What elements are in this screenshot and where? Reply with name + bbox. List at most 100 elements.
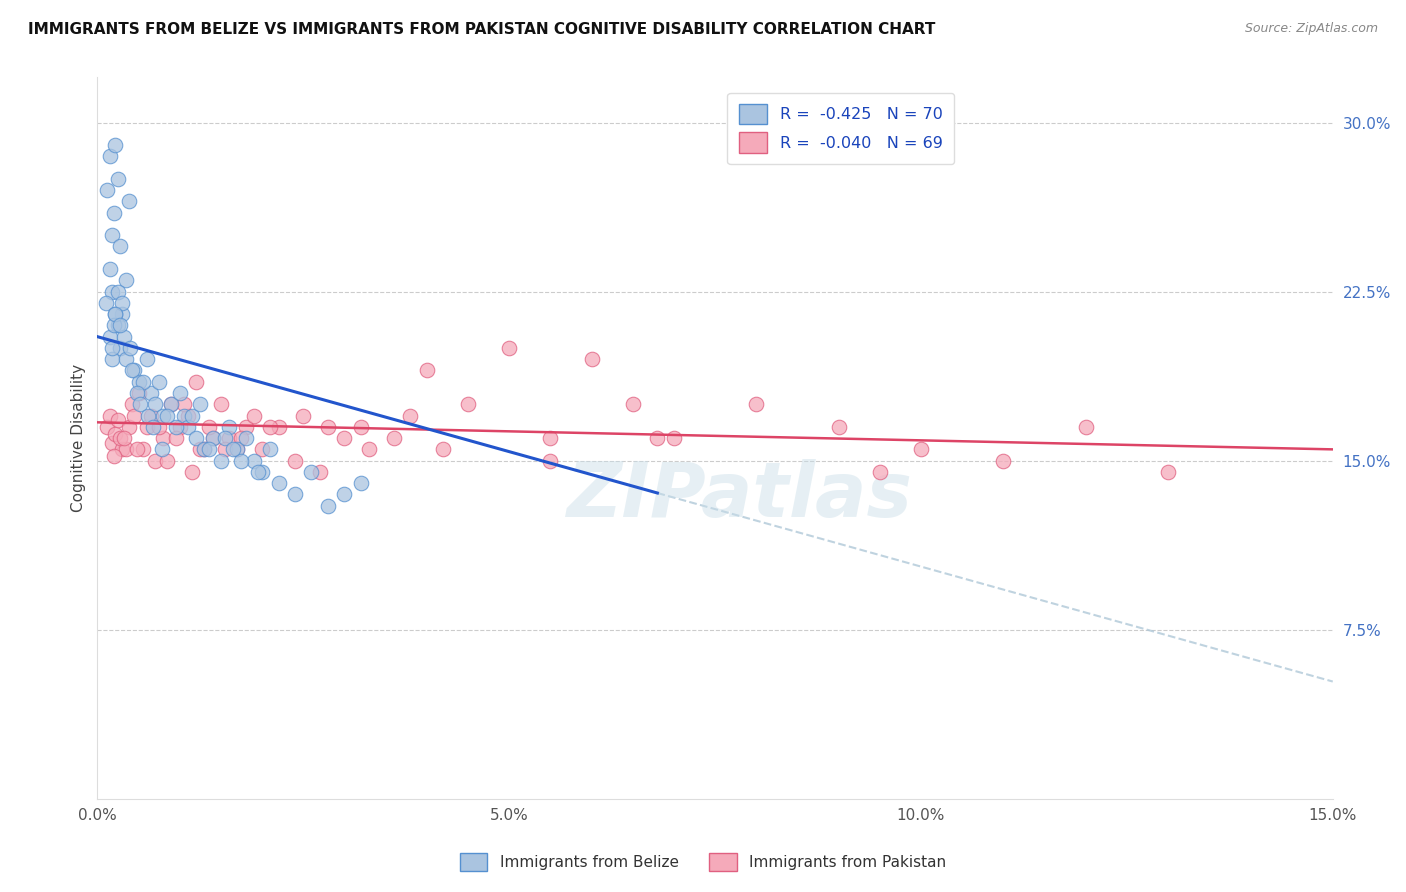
Point <box>139 386 162 401</box>
Point <box>104 426 127 441</box>
Point <box>135 420 157 434</box>
Point <box>152 431 174 445</box>
Point <box>104 307 127 321</box>
Point <box>416 363 439 377</box>
Point <box>125 442 148 457</box>
Point <box>98 149 121 163</box>
Point <box>125 386 148 401</box>
Point <box>129 397 152 411</box>
Point <box>181 465 204 479</box>
Point <box>173 397 195 411</box>
Point <box>186 375 208 389</box>
Point <box>104 138 127 153</box>
Point <box>193 442 215 457</box>
Point <box>621 397 644 411</box>
Point <box>662 431 685 445</box>
Point <box>292 409 315 423</box>
Point <box>214 442 236 457</box>
Point <box>993 453 1015 467</box>
Text: ZIPatlas: ZIPatlas <box>567 458 912 533</box>
Point <box>498 341 520 355</box>
Point <box>235 420 257 434</box>
Text: IMMIGRANTS FROM BELIZE VS IMMIGRANTS FROM PAKISTAN COGNITIVE DISABILITY CORRELAT: IMMIGRANTS FROM BELIZE VS IMMIGRANTS FRO… <box>28 22 935 37</box>
Point <box>177 409 200 423</box>
Point <box>333 431 356 445</box>
Point <box>359 442 381 457</box>
Point <box>96 183 118 197</box>
Point <box>197 442 219 457</box>
Point <box>152 409 174 423</box>
Point <box>101 285 124 299</box>
Point <box>201 431 224 445</box>
Point <box>745 397 768 411</box>
Point <box>107 172 129 186</box>
Point <box>350 476 373 491</box>
Point <box>94 296 117 310</box>
Point <box>222 442 245 457</box>
Point <box>156 409 179 423</box>
Legend: R =  -0.425   N = 70, R =  -0.040   N = 69: R = -0.425 N = 70, R = -0.040 N = 69 <box>727 93 955 164</box>
Point <box>169 386 191 401</box>
Point <box>160 397 183 411</box>
Point <box>316 499 339 513</box>
Point <box>218 420 240 434</box>
Point <box>150 442 173 457</box>
Point <box>243 453 266 467</box>
Point <box>124 363 146 377</box>
Point <box>121 363 143 377</box>
Point <box>128 375 150 389</box>
Point <box>98 262 121 277</box>
Point <box>112 329 135 343</box>
Point <box>432 442 454 457</box>
Point <box>457 397 479 411</box>
Point <box>250 465 273 479</box>
Point <box>103 449 125 463</box>
Point <box>138 409 160 423</box>
Point <box>333 487 356 501</box>
Point <box>382 431 405 445</box>
Point <box>259 420 281 434</box>
Point <box>107 285 129 299</box>
Point <box>110 431 132 445</box>
Point <box>231 453 253 467</box>
Point <box>101 435 124 450</box>
Point <box>169 420 191 434</box>
Point <box>226 442 249 457</box>
Point <box>165 420 187 434</box>
Point <box>197 420 219 434</box>
Text: Source: ZipAtlas.com: Source: ZipAtlas.com <box>1244 22 1378 36</box>
Point <box>910 442 932 457</box>
Point <box>124 409 146 423</box>
Point <box>399 409 422 423</box>
Point <box>218 431 240 445</box>
Point <box>160 397 183 411</box>
Point <box>284 487 307 501</box>
Legend: Immigrants from Belize, Immigrants from Pakistan: Immigrants from Belize, Immigrants from … <box>454 847 952 877</box>
Point <box>110 341 132 355</box>
Point <box>173 409 195 423</box>
Point <box>209 397 232 411</box>
Point <box>869 465 891 479</box>
Point <box>226 442 249 457</box>
Point <box>120 341 142 355</box>
Point <box>267 420 290 434</box>
Point <box>235 431 257 445</box>
Point <box>148 375 170 389</box>
Point <box>101 341 124 355</box>
Point <box>1074 420 1097 434</box>
Point <box>98 329 121 343</box>
Point <box>316 420 339 434</box>
Point <box>115 442 138 457</box>
Point <box>148 420 170 434</box>
Point <box>201 431 224 445</box>
Point <box>188 397 211 411</box>
Point <box>350 420 373 434</box>
Point <box>143 453 166 467</box>
Point <box>181 409 204 423</box>
Point <box>107 413 129 427</box>
Point <box>209 453 232 467</box>
Point <box>104 307 127 321</box>
Point <box>193 442 215 457</box>
Point <box>131 375 153 389</box>
Point <box>284 453 307 467</box>
